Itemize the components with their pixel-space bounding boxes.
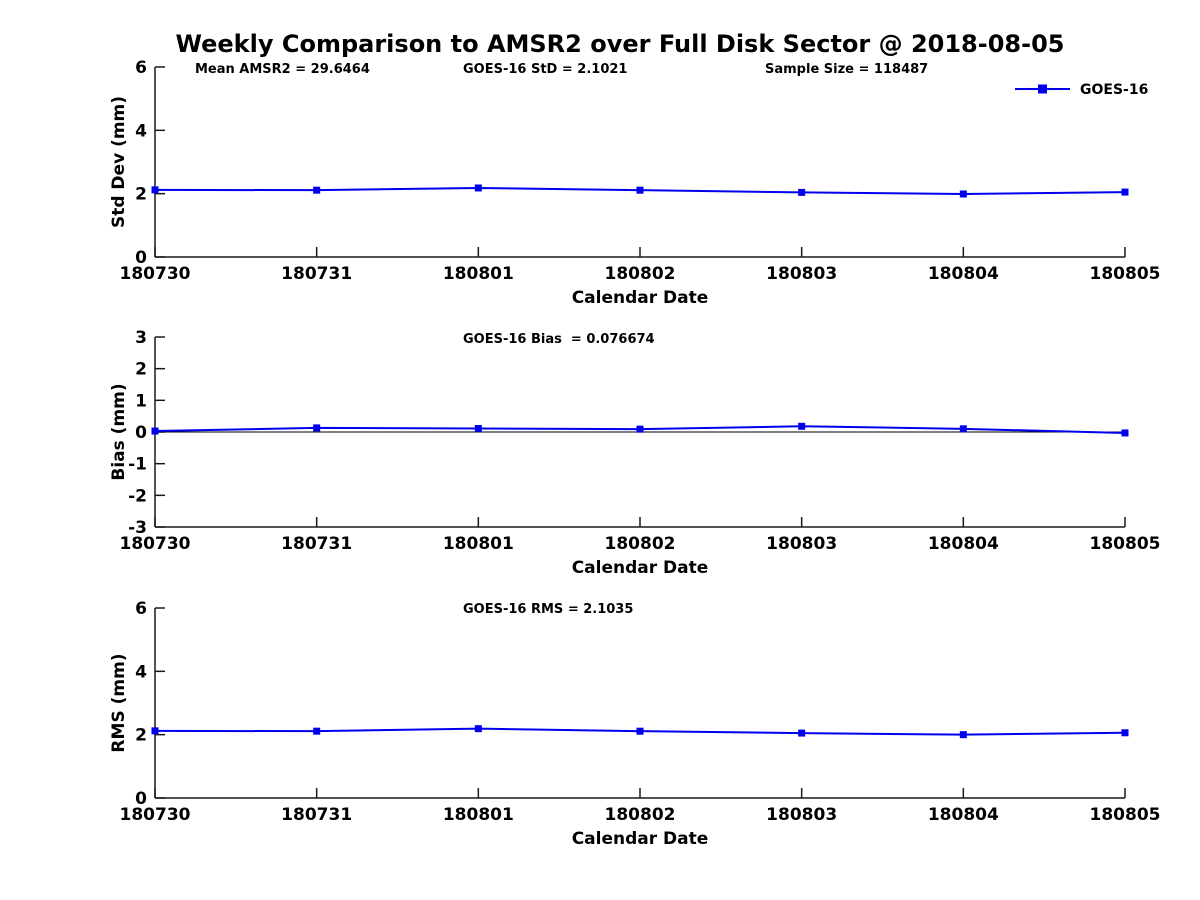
data-point bbox=[1121, 188, 1129, 196]
data-point bbox=[798, 188, 806, 196]
x-tick-label: 180804 bbox=[928, 264, 999, 284]
x-tick-label: 180804 bbox=[928, 805, 999, 825]
x-tick-label: 180804 bbox=[928, 534, 999, 554]
y-tick-label: -1 bbox=[128, 455, 147, 475]
x-tick-label: 180805 bbox=[1090, 534, 1161, 554]
data-point bbox=[151, 727, 159, 735]
annotation-goes16-bias: GOES-16 Bias = 0.076674 bbox=[463, 332, 655, 347]
x-tick-label: 180801 bbox=[443, 264, 514, 284]
y-axis-label-stddev: Std Dev (mm) bbox=[109, 96, 129, 228]
y-tick-label: 2 bbox=[135, 185, 147, 205]
data-point bbox=[636, 425, 644, 433]
x-tick-label: 180731 bbox=[281, 264, 352, 284]
annotation-goes16-std: GOES-16 StD = 2.1021 bbox=[463, 62, 627, 77]
y-tick-label: 0 bbox=[135, 789, 147, 809]
x-tick-label: 180801 bbox=[443, 534, 514, 554]
y-tick-label: -2 bbox=[128, 486, 147, 506]
y-tick-label: 4 bbox=[135, 121, 147, 141]
x-tick-label: 180731 bbox=[281, 534, 352, 554]
data-point bbox=[151, 427, 159, 435]
x-tick-label: 180805 bbox=[1090, 264, 1161, 284]
data-point bbox=[474, 184, 482, 192]
chart-bias: GOES-16 Bias = 0.076674 Bias (mm) Calend… bbox=[109, 328, 1160, 578]
legend: GOES-16 bbox=[1015, 82, 1148, 98]
figure-title: Weekly Comparison to AMSR2 over Full Dis… bbox=[176, 30, 1065, 58]
y-tick-label: 2 bbox=[135, 360, 147, 380]
data-point bbox=[798, 422, 806, 430]
x-tick-label: 180801 bbox=[443, 805, 514, 825]
data-point bbox=[1121, 729, 1129, 737]
x-axis-label-calendar-date: Calendar Date bbox=[572, 288, 709, 308]
x-axis-label-calendar-date: Calendar Date bbox=[572, 558, 709, 578]
y-tick-label: 0 bbox=[135, 423, 147, 443]
x-tick-label: 180803 bbox=[766, 264, 837, 284]
x-tick-label: 180731 bbox=[281, 805, 352, 825]
data-point bbox=[313, 424, 321, 432]
chart-std-dev: Mean AMSR2 = 29.6464 GOES-16 StD = 2.102… bbox=[109, 58, 1160, 308]
legend-label: GOES-16 bbox=[1080, 82, 1148, 98]
x-tick-label: 180730 bbox=[120, 805, 191, 825]
annotation-sample-size: Sample Size = 118487 bbox=[765, 62, 928, 77]
data-point bbox=[313, 186, 321, 194]
data-point bbox=[636, 727, 644, 735]
y-tick-label: 1 bbox=[135, 391, 147, 411]
data-point bbox=[313, 727, 321, 735]
legend-marker-icon bbox=[1038, 84, 1047, 94]
x-tick-label: 180802 bbox=[605, 805, 676, 825]
x-tick-label: 180802 bbox=[605, 534, 676, 554]
y-tick-label: 2 bbox=[135, 726, 147, 746]
y-tick-label: 0 bbox=[135, 248, 147, 268]
y-axis-label-bias: Bias (mm) bbox=[109, 383, 129, 480]
data-point bbox=[959, 190, 967, 198]
data-point bbox=[1121, 429, 1129, 437]
x-tick-label: 180803 bbox=[766, 534, 837, 554]
x-tick-label: 180730 bbox=[120, 264, 191, 284]
annotation-goes16-rms: GOES-16 RMS = 2.1035 bbox=[463, 602, 633, 617]
x-tick-label: 180803 bbox=[766, 805, 837, 825]
annotation-mean-amsr2: Mean AMSR2 = 29.6464 bbox=[195, 62, 370, 77]
plot-area-bias: -3 -2 -1 0 1 2 3 180730 180731 180801 180802 180803… bbox=[120, 328, 1161, 554]
plot-area-rms: 0 2 4 6 180730 180731 180801 180802 180803 180804… bbox=[120, 599, 1161, 825]
x-tick-label: 180802 bbox=[605, 264, 676, 284]
y-axis-label-rms: RMS (mm) bbox=[109, 653, 129, 752]
x-tick-label: 180805 bbox=[1090, 805, 1161, 825]
plot-area-std-dev: 0 2 4 6 180730 180731 180801 180802 180803 180804… bbox=[120, 58, 1161, 284]
x-tick-label: 180730 bbox=[120, 534, 191, 554]
y-tick-label: -3 bbox=[128, 518, 147, 538]
y-tick-label: 6 bbox=[135, 58, 147, 78]
y-tick-label: 6 bbox=[135, 599, 147, 619]
data-point bbox=[959, 731, 967, 739]
data-point bbox=[474, 725, 482, 733]
data-point bbox=[474, 425, 482, 433]
data-point bbox=[959, 425, 967, 433]
chart-rms: GOES-16 RMS = 2.1035 RMS (mm) Calendar D… bbox=[109, 599, 1160, 849]
x-axis-label-calendar-date: Calendar Date bbox=[572, 829, 709, 849]
y-tick-label: 3 bbox=[135, 328, 147, 348]
data-point bbox=[151, 186, 159, 194]
data-point bbox=[798, 729, 806, 737]
data-point bbox=[636, 186, 644, 194]
y-tick-label: 4 bbox=[135, 662, 147, 682]
